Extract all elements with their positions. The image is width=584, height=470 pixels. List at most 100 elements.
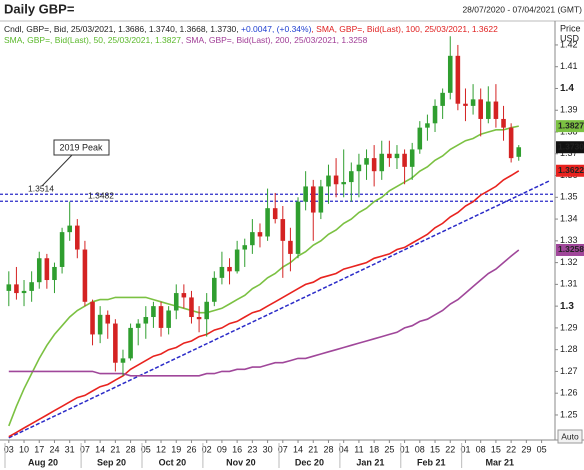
- annotation-text: 2019 Peak: [59, 142, 103, 152]
- candle-body: [387, 153, 392, 159]
- price-tag-label: 1.3730: [558, 141, 584, 151]
- candle-body: [265, 208, 270, 237]
- candle-body: [52, 266, 57, 281]
- y-tick-label: 1.39: [560, 105, 578, 115]
- candle-body: [364, 158, 369, 165]
- y-tick-label: 1.41: [560, 61, 578, 71]
- button-label[interactable]: Auto: [561, 431, 579, 441]
- y-tick-label: 1.4: [560, 83, 574, 94]
- candle-body: [508, 127, 514, 159]
- candle-body: [257, 232, 263, 237]
- x-tick-label: 29: [521, 444, 531, 454]
- x-tick-label: 02: [202, 444, 212, 454]
- y-tick-label: 1.33: [560, 235, 578, 245]
- candle-body: [67, 225, 72, 233]
- candle-body: [135, 323, 141, 328]
- candle-body: [128, 327, 133, 359]
- candle-body: [113, 323, 118, 363]
- candle-body: [478, 99, 483, 119]
- y-tick-label: 1.32: [560, 257, 578, 267]
- candle-body: [455, 55, 461, 104]
- level-label: 1.3514: [28, 184, 54, 194]
- x-tick-label: 08: [415, 444, 425, 454]
- sma-line: [8, 249, 520, 377]
- x-tick-label: 18: [369, 444, 379, 454]
- candle-body: [379, 153, 385, 172]
- y-tick-label: 1.27: [560, 366, 578, 376]
- header-line: SMA, GBP=, Bid(Last), 50, 25/03/2021, 1.…: [4, 35, 368, 45]
- candle-body: [21, 290, 27, 294]
- header-line: Cndl, GBP=, Bid, 25/03/2021, 1.3686, 1.3…: [4, 24, 498, 34]
- candle-body: [501, 118, 506, 128]
- candle-body: [6, 284, 12, 291]
- candle-body: [516, 147, 522, 157]
- x-tick-label: 26: [186, 444, 196, 454]
- x-tick-label: 31: [65, 444, 75, 454]
- price-tag: [556, 243, 584, 256]
- candle-body: [82, 249, 88, 302]
- candle-body: [97, 314, 103, 335]
- x-tick-label: 21: [110, 444, 120, 454]
- candle-body: [394, 153, 400, 159]
- x-tick-label: 12: [156, 444, 166, 454]
- x-tick-label: 14: [293, 444, 303, 454]
- button-frame[interactable]: [557, 429, 583, 444]
- candle-body: [447, 55, 453, 93]
- price-tag: [556, 164, 584, 177]
- candle-body: [59, 232, 65, 267]
- candle-body: [166, 310, 171, 328]
- x-tick-label: 05: [141, 444, 151, 454]
- candle-body: [432, 105, 438, 124]
- y-axis-title: Price: [560, 23, 581, 33]
- x-tick-label: 24: [49, 444, 59, 454]
- candle-body: [326, 175, 331, 187]
- month-label: Sep 20: [97, 457, 126, 467]
- x-tick-label: 10: [19, 444, 29, 454]
- candle-body: [493, 101, 499, 119]
- candle-body: [90, 301, 95, 335]
- month-label: Mar 21: [485, 457, 514, 467]
- y-axis-title: USD: [560, 33, 580, 43]
- month-label: Nov 20: [226, 457, 256, 467]
- candle-body: [29, 282, 34, 291]
- candle-body: [234, 249, 240, 272]
- candle-body: [318, 186, 324, 213]
- candle-body: [470, 99, 476, 106]
- sma-line: [8, 170, 520, 438]
- y-tick-label: 1.29: [560, 322, 578, 332]
- x-tick-label: 17: [34, 444, 44, 454]
- x-tick-label: 21: [308, 444, 318, 454]
- candle-body: [341, 182, 346, 185]
- candle-body: [440, 92, 445, 106]
- candle-body: [356, 164, 362, 172]
- candle-body: [310, 186, 316, 213]
- candle-body: [14, 284, 19, 294]
- candle-body: [425, 123, 430, 128]
- x-tick-label: 19: [171, 444, 181, 454]
- x-tick-label: 30: [263, 444, 273, 454]
- candle-body: [272, 208, 278, 220]
- candle-body: [143, 317, 149, 324]
- price-tag-label: 1.3622: [558, 165, 584, 175]
- candle-body: [371, 158, 377, 172]
- candle-body: [303, 186, 308, 202]
- x-tick-label: 07: [80, 444, 90, 454]
- candle-body: [196, 317, 202, 320]
- auto-button[interactable]: Auto: [557, 429, 583, 444]
- candle-body: [417, 127, 423, 150]
- candle-body: [409, 149, 415, 167]
- annotation-box: [53, 139, 110, 156]
- header-segment: , SMA, GBP=, Bid(Last), 200, 25/03/2021,…: [181, 35, 368, 45]
- candle-body: [219, 266, 225, 278]
- candle-body: [402, 153, 407, 167]
- header-segment: Cndl, GBP=, Bid, 25/03/2021, 1.3686, 1.3…: [4, 24, 241, 34]
- header-segment: , SMA, GBP=, Bid(Last), 100, 25/03/2021,…: [311, 24, 498, 34]
- x-tick-label: 23: [247, 444, 257, 454]
- x-tick-label: 04: [339, 444, 349, 454]
- x-tick-label: 22: [506, 444, 516, 454]
- month-label: Feb 21: [417, 457, 446, 467]
- candle-body: [189, 297, 194, 318]
- x-tick-label: 01: [460, 444, 470, 454]
- level-label: 1.3482: [88, 190, 114, 200]
